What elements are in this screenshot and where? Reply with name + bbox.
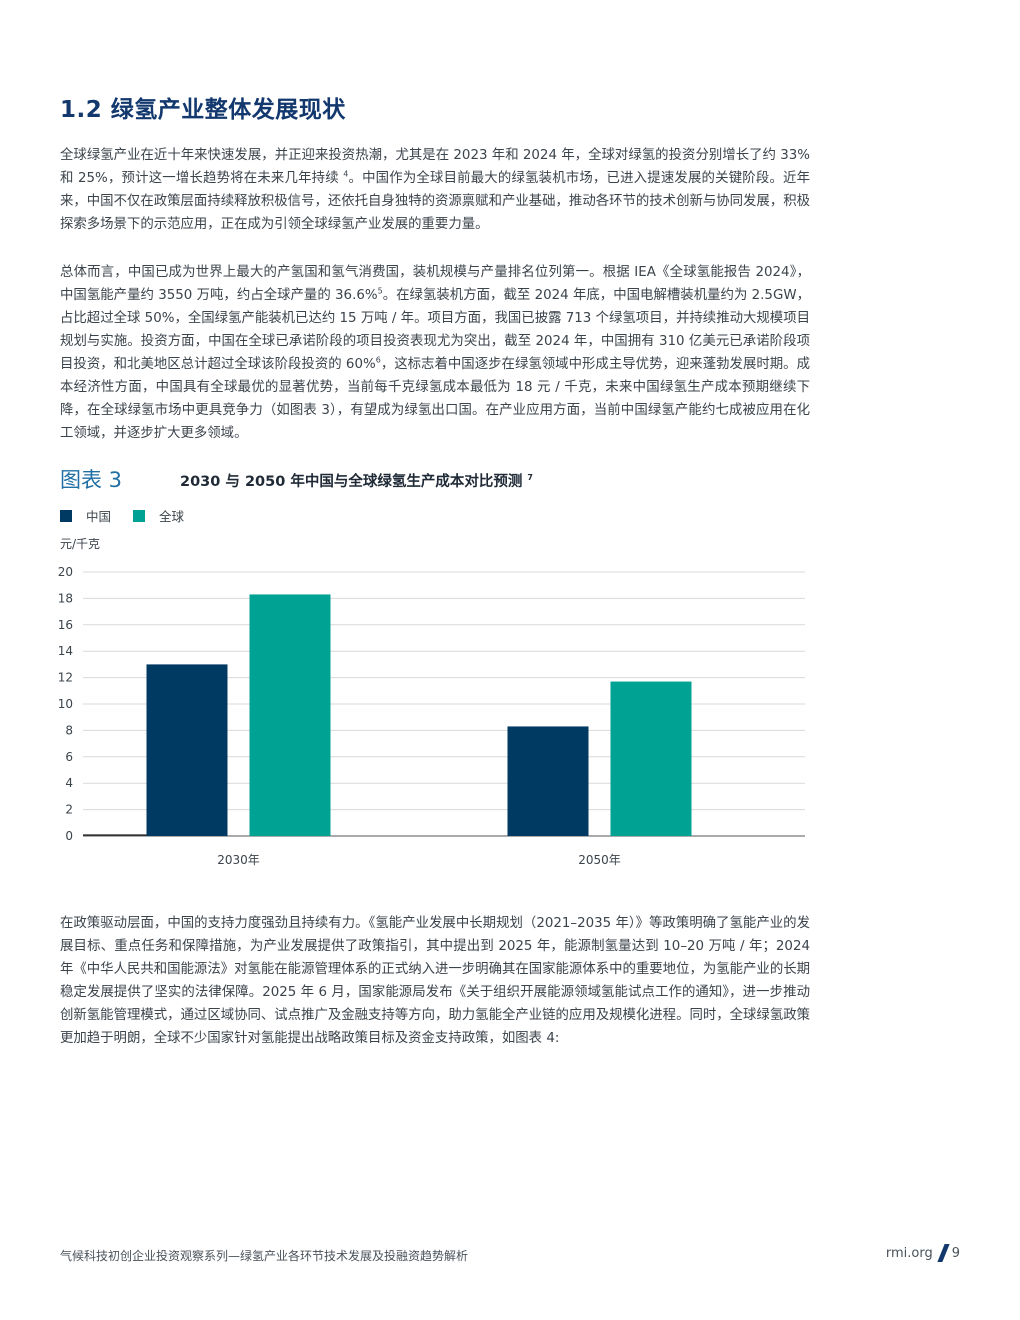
paragraph-text: 。在绿氢装机方面，截至 2024 年底，中国电解槽装机量约为 2.5GW，占比超… xyxy=(60,288,810,372)
footer-site-link[interactable]: rmi.org xyxy=(885,1245,933,1261)
bar-global xyxy=(249,594,331,836)
y-tick-label: 10 xyxy=(58,697,73,711)
y-tick-label: 8 xyxy=(65,723,73,737)
slash-logo-icon xyxy=(937,1244,950,1262)
legend-swatch-global xyxy=(133,509,145,522)
paragraph-policy: 在政策驱动层面，中国的支持力度强劲且持续有力。《氢能产业发展中长期规划（2021… xyxy=(60,916,810,1046)
bar-global xyxy=(610,681,692,836)
paragraph-text: 。中国作为全球目前最大的绿氢装机市场，已进入提速发展的关键阶段。近年来，中国不仅… xyxy=(60,171,810,232)
footer-site: rmi.org 9 xyxy=(886,1244,960,1262)
chart-legend: 中国 全球 xyxy=(60,506,202,525)
paragraph-text: ，这标志着中国逐步在绿氢领域中形成主导优势，迎来蓬勃发展时期。成本经济性方面，中… xyxy=(60,357,810,441)
x-tick-labels: 2030年 2050年 xyxy=(217,853,621,867)
footnote-ref[interactable]: 4 xyxy=(343,169,349,179)
cost-bar-chart: 元/千克 0 2 4 6 8 10 12 14 16 18 20 2030年 2050年 xyxy=(58,537,805,867)
figure-label: 图表 3 xyxy=(60,468,123,492)
bar-china xyxy=(146,664,228,836)
y-axis-label: 元/千克 xyxy=(60,537,100,551)
footnote-ref[interactable]: 6 xyxy=(375,355,381,365)
paragraph-overview: 总体而言，中国已成为世界上最大的产氢国和氢气消费国，装机规模与产量排名位列第一。… xyxy=(60,261,810,445)
bar-china xyxy=(507,726,589,836)
y-tick-label: 18 xyxy=(58,591,73,605)
x-tick-label: 2050年 xyxy=(578,853,621,867)
legend-swatch-china xyxy=(60,509,72,522)
page-number: 9 xyxy=(951,1245,960,1261)
legend-item-china: 中国 xyxy=(60,506,111,525)
y-tick-label: 16 xyxy=(58,618,73,632)
figure-title-text: 2030 与 2050 年中国与全球绿氢生产成本对比预测 xyxy=(180,474,528,490)
y-tick-label: 12 xyxy=(58,671,73,685)
paragraph-text: 全球绿氢产业在近十年来快速发展，并正迎来投资热潮，尤其是在 2023 年和 20… xyxy=(60,148,810,186)
footnote-ref[interactable]: 7 xyxy=(527,473,533,483)
y-tick-label: 2 xyxy=(65,803,73,817)
footnote-ref[interactable]: 5 xyxy=(377,286,383,296)
y-tick-label: 14 xyxy=(58,644,73,658)
section-heading: 1.2 绿氢产业整体发展现状 xyxy=(60,97,346,123)
y-tick-label: 6 xyxy=(65,750,73,764)
legend-label-global: 全球 xyxy=(159,509,185,524)
legend-label-china: 中国 xyxy=(86,509,112,524)
y-tick-label: 0 xyxy=(65,829,73,843)
y-tick-label: 20 xyxy=(58,565,73,579)
y-tick-label: 4 xyxy=(65,776,73,790)
footer-series-title: 气候科技初创企业投资观察系列—绿氢产业各环节技术发展及投融资趋势解析 xyxy=(60,1249,469,1263)
y-tick-labels: 0 2 4 6 8 10 12 14 16 18 20 xyxy=(58,565,73,843)
paragraph-intro: 全球绿氢产业在近十年来快速发展，并正迎来投资热潮，尤其是在 2023 年和 20… xyxy=(60,144,810,236)
x-tick-label: 2030年 xyxy=(217,853,260,867)
figure-title: 2030 与 2050 年中国与全球绿氢生产成本对比预测 7 xyxy=(180,470,533,491)
paragraph-text: 总体而言，中国已成为世界上最大的产氢国和氢气消费国，装机规模与产量排名位列第一。… xyxy=(60,265,810,303)
bars xyxy=(146,594,692,836)
legend-item-global: 全球 xyxy=(133,506,184,525)
